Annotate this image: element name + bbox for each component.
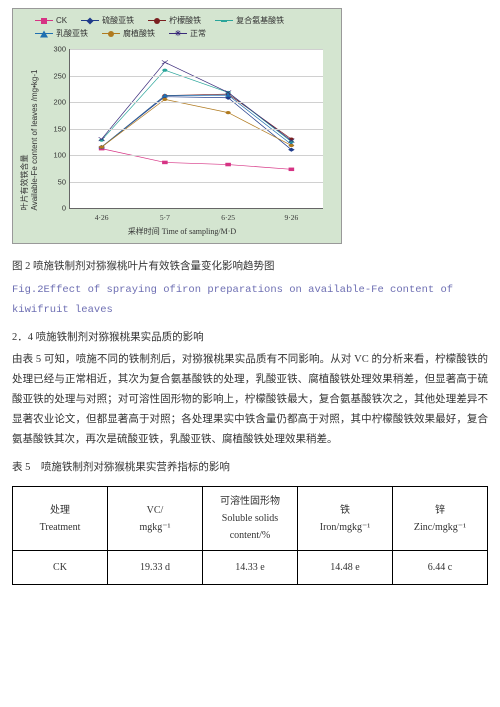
section-2-4-paragraph: 由表 5 可知，喷施不同的铁制剂后，对猕猴桃果实品质有不同影响。从对 VC 的分…: [12, 350, 488, 450]
legend-item-normal: ✳正常: [169, 28, 206, 39]
table5-col-1: VC/mgkg⁻¹: [108, 487, 203, 551]
chart-plot-area: 叶片有效铁含量 Available-Fe content of leaves /…: [37, 45, 327, 235]
x-axis-label: 采样时间 Time of sampling/M·D: [128, 226, 236, 237]
legend-item-ferrous-lactate: 乳酸亚铁: [35, 28, 88, 39]
legend-item-CK: CK: [35, 15, 67, 26]
chart-legend: CK 硫酸亚铁 柠檬酸铁 复合氨基酸铁乳酸亚铁 腐植酸铁 ✳正常: [19, 13, 335, 43]
y-axis-label: 叶片有效铁含量 Available-Fe content of leaves /…: [19, 70, 39, 211]
section-2-4-heading: 2．4 喷施铁制剂对猕猴桃果实品质的影响: [12, 329, 488, 344]
fig2-caption-cn: 图 2 喷施铁制剂对猕猴桃叶片有效铁含量变化影响趋势图: [12, 258, 488, 277]
legend-item-ferric-citrate: 柠檬酸铁: [148, 15, 201, 26]
table5: 处理TreatmentVC/mgkg⁻¹可溶性固形物Soluble solids…: [12, 486, 488, 585]
fig2-caption-en: Fig.2Effect of spraying ofiron preparati…: [12, 281, 488, 321]
legend-item-compound-amino-acid-fe: 复合氨基酸铁: [215, 15, 284, 26]
table5-col-4: 锌Zinc/mgkg⁻¹: [393, 487, 488, 551]
fig2-chart: CK 硫酸亚铁 柠檬酸铁 复合氨基酸铁乳酸亚铁 腐植酸铁 ✳正常 叶片有效铁含量 Avai…: [12, 8, 342, 244]
legend-item-humic-acid-fe: 腐植酸铁: [102, 28, 155, 39]
table5-col-3: 铁Iron/mgkg⁻¹: [298, 487, 393, 551]
table-row: CK19.33 d14.33 e14.48 e6.44 c: [13, 551, 488, 585]
table5-col-2: 可溶性固形物Soluble solids content/%: [203, 487, 298, 551]
table5-caption: 表 5 喷施铁制剂对猕猴桃果实营养指标的影响: [12, 459, 488, 474]
table5-col-0: 处理Treatment: [13, 487, 108, 551]
legend-item-ferrous-sulfate: 硫酸亚铁: [81, 15, 134, 26]
